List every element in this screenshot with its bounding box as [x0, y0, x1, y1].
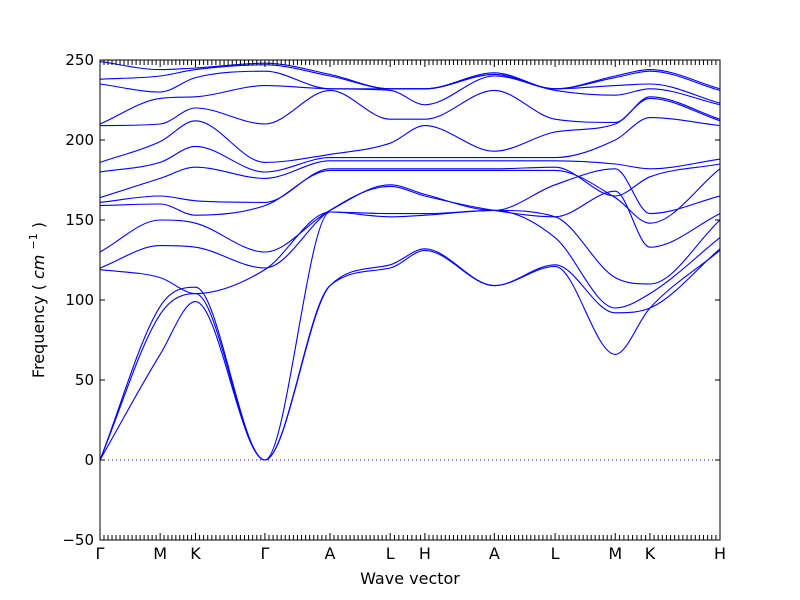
y-tick-label: 100 [65, 291, 94, 309]
y-tick-label: −50 [62, 531, 94, 549]
y-tick-label: 50 [75, 371, 94, 389]
band-line-11 [100, 97, 720, 163]
x-tick-label: H [419, 544, 431, 563]
x-tick-label: Γ [260, 544, 269, 563]
y-axis-ticks: −50 0 50 100 150 200 250 [62, 51, 720, 549]
x-tick-label: Γ [96, 544, 105, 563]
band-line-4 [100, 209, 720, 295]
band-line-8 [100, 163, 720, 203]
band-line-9 [100, 158, 720, 199]
x-tick-label: L [386, 544, 395, 563]
band-line-7 [100, 168, 720, 224]
x-tick-label: A [489, 544, 500, 563]
y-axis-label-unit: cm [29, 255, 48, 279]
y-axis-label: Frequency ( cm −1 ) [22, 222, 48, 378]
y-axis-label-text: Frequency [29, 295, 48, 378]
band-lines [100, 61, 720, 461]
y-axis-label-open-paren: ( [29, 284, 48, 290]
x-tick-label: K [190, 544, 201, 563]
x-tick-label: H [714, 544, 726, 563]
band-line-2 [100, 248, 720, 461]
y-tick-label: 150 [65, 211, 94, 229]
y-tick-label: 250 [65, 51, 94, 69]
band-line-1 [100, 249, 720, 461]
y-tick-label: 0 [84, 451, 94, 469]
band-line-12 [100, 89, 720, 127]
band-line-14 [100, 70, 720, 104]
y-axis-label-close-paren: ) [29, 222, 48, 228]
x-tick-label: M [608, 544, 622, 563]
band-line-13 [100, 75, 720, 125]
plot-frame [99, 59, 721, 541]
band-line-3 [100, 209, 720, 461]
x-tick-label: L [551, 544, 560, 563]
band-line-6 [100, 168, 720, 253]
band-line-5 [100, 185, 720, 269]
x-axis-label: Wave vector [360, 569, 460, 588]
x-tick-label: A [325, 544, 336, 563]
band-line-10 [100, 117, 720, 173]
band-line-16 [100, 61, 720, 90]
x-tick-label: M [153, 544, 167, 563]
y-axis-label-unit-exponent: −1 [27, 233, 40, 249]
y-tick-label: 200 [65, 131, 94, 149]
x-tick-label: K [645, 544, 656, 563]
